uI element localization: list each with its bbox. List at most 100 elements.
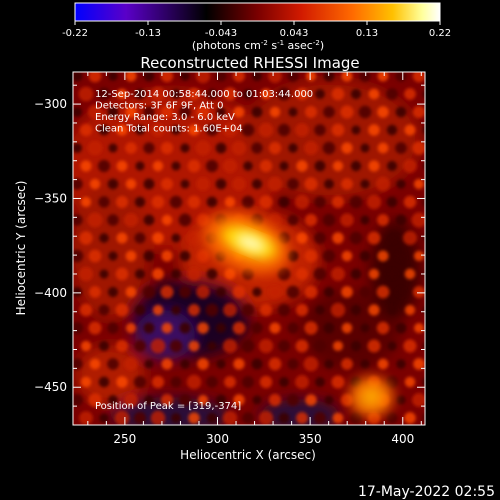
heatmap-cell [295,303,309,317]
heatmap-cell [386,124,398,136]
heatmap-cell [403,195,417,209]
heatmap-cell [341,250,353,262]
heatmap-cell [222,410,238,425]
heatmap-cell [313,339,327,353]
heatmap-cell [171,161,181,171]
heatmap-cell [367,231,381,245]
heatmap-cell [404,412,416,424]
heatmap-cell [107,358,119,370]
heatmap-cell [81,449,91,459]
heatmap-cell [413,250,425,262]
heatmap-cell [368,304,380,316]
heatmap-cell [196,249,210,263]
heatmap-cell [171,125,181,135]
heatmap-cell [267,176,283,192]
x-axis-ticks [87,72,422,425]
colorbar-tick-label: -0.13 [135,28,161,39]
heatmap-cell [322,141,336,155]
heatmap-cell [215,72,227,82]
heatmap-cell [440,232,452,244]
x-tick-label: 350 [299,432,322,446]
heatmap-cell [432,395,443,406]
heatmap-cell [107,214,119,226]
heatmap-cell [387,341,397,351]
heatmap-cell [303,356,319,372]
heatmap-cell [441,413,451,423]
heatmap-cell [422,196,425,208]
heatmap-cell [330,302,346,318]
heatmap-cell [171,305,181,315]
heatmap-cell [178,285,192,299]
heatmap-cell [107,286,119,298]
heatmap-cell [98,196,110,208]
heatmap-cell [196,213,210,227]
heatmap-cell [243,161,253,171]
heatmap-cell [448,141,462,155]
heatmap-cell [188,304,200,316]
heatmap-cell [269,106,281,118]
heatmap-cell [171,413,181,423]
heatmap-cell [441,161,452,172]
heatmap-cell [150,338,166,354]
heatmap-cell [232,321,246,335]
heatmap-cell [314,160,326,172]
colorbar-tick-label: -0.043 [205,28,237,39]
colorbar-ticks [74,21,441,25]
heatmap-cell [458,340,471,353]
heatmap-cell [224,268,236,280]
heatmap-cell [350,268,362,280]
heatmap-cell [134,232,146,244]
heatmap-cell [171,233,181,243]
heatmap-cell [422,125,425,135]
heatmap-cell [431,322,442,333]
heatmap-cell [179,430,190,441]
heatmap-cell [252,431,262,441]
heatmap-cell [223,303,237,317]
heatmap-cell [340,213,354,227]
heatmap-cell [251,322,263,334]
heatmap-cell [386,196,398,208]
heatmap-cell [304,285,318,299]
annotation-line: Energy Range: 3.0 - 6.0 keV [95,112,235,123]
heatmap-cell [313,267,327,281]
heatmap-cell [422,377,425,387]
heatmap-cell [402,230,418,246]
heatmap-cell [296,232,308,244]
heatmap-cell [396,179,406,189]
heatmap-cell [188,124,200,136]
heatmap-cell [376,321,390,335]
heatmap-cell [269,322,281,334]
heatmap-cell [151,123,165,137]
heatmap-cell [305,72,317,82]
heatmap-cell [340,105,354,119]
heatmap-image [73,72,471,461]
heatmap-cell [287,358,299,370]
heatmap-cell [404,124,416,136]
heatmap-cell [349,231,363,245]
heatmap-cell [295,123,309,137]
heatmap-cell [349,411,363,425]
heatmap-cell [360,215,370,225]
heatmap-cell [278,376,290,388]
heatmap-cell [186,374,202,390]
heatmap-cell [439,447,453,461]
heatmap-cell [123,212,139,228]
heatmap-cell [251,358,263,370]
heatmap-cell [403,159,417,173]
heatmap-cell [197,322,209,334]
heatmap-cell [459,161,468,170]
heatmap-cell [216,323,226,333]
heatmap-cell [115,195,129,209]
heatmap-cell [187,87,201,101]
heatmap-cell [196,285,210,299]
heatmap-cell [396,395,406,405]
heatmap-cell [295,339,309,353]
heatmap-cell [315,449,326,460]
heatmap-cell [314,232,326,244]
heatmap-cell [330,266,346,282]
x-axis-label: Heliocentric X (arcsec) [180,448,316,462]
heatmap-cell [294,194,310,210]
heatmap-cell [331,195,345,209]
heatmap-cell [395,106,407,118]
heatmap-cell [350,448,361,459]
